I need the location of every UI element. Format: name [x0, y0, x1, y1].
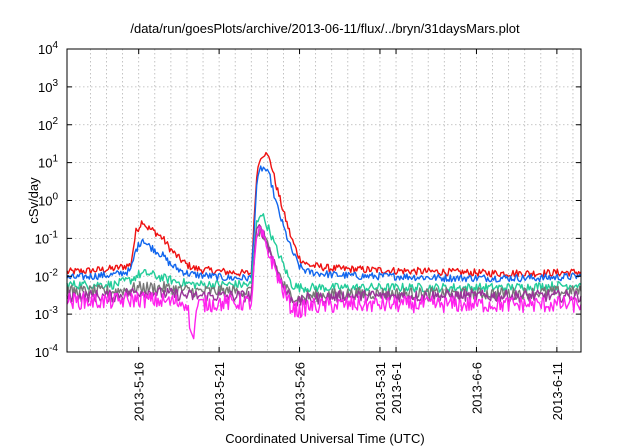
x-tick-label: 2013-5-26: [293, 362, 308, 421]
series-line-3: [66, 213, 582, 293]
chart-title: /data/run/goesPlots/archive/2013-06-11/f…: [130, 21, 520, 36]
x-tick-label: 2013-5-21: [212, 362, 227, 421]
series-line-1: [66, 151, 582, 278]
y-tick-label: 10-1: [35, 229, 59, 246]
y-tick-label: 100: [38, 192, 58, 209]
y-tick-label: 10-2: [35, 267, 59, 284]
axis-ticks: 10-4 10-3 10-2 10-1 100 101 102 103 104 2013-5-16…: [35, 40, 581, 421]
y-tick-label: 102: [38, 116, 58, 133]
x-tick-label: 2013-6-1: [389, 362, 404, 414]
x-tick-label: 2013-5-31: [373, 362, 388, 421]
series-lines: [66, 151, 582, 340]
y-tick-label: 104: [38, 40, 58, 57]
y-tick-label: 103: [38, 78, 58, 95]
x-axis-label: Coordinated Universal Time (UTC): [225, 431, 424, 446]
y-tick-label: 10-3: [35, 305, 59, 322]
x-tick-label: 2013-6-6: [469, 362, 484, 414]
x-tick-label: 2013-6-11: [550, 362, 565, 420]
y-tick-label: 10-4: [35, 343, 59, 360]
y-tick-label: 101: [38, 154, 58, 171]
y-axis-label: cSv/day: [26, 177, 41, 224]
series-line-6: [66, 225, 582, 340]
series-line-2: [66, 165, 582, 283]
x-tick-label: 2013-5-16: [132, 362, 147, 421]
